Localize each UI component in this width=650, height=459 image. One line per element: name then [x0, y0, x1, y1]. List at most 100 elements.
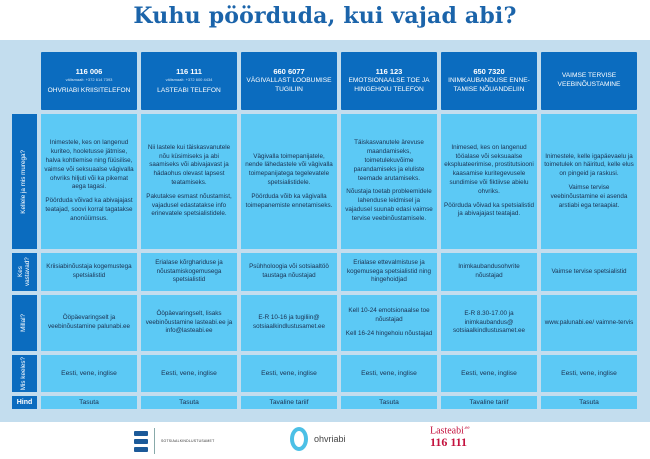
lasteabi-tld: .ee: [463, 426, 470, 431]
table-cell-price: Tavaline tariif: [241, 396, 337, 409]
table-cell-who: Nii lastele kui täiskasvanutele nõu küsi…: [141, 114, 237, 249]
row-label-text: Kes vastavad?: [16, 257, 31, 287]
cell-text: Tasuta: [579, 398, 599, 406]
cell-paragraph: Vaimse tervise veebinõustamine ei asenda…: [550, 184, 628, 209]
cell-text: Erialase ettevalmistuse ja kogemusega sp…: [346, 258, 431, 284]
row-label: Kes vastavad?: [12, 253, 37, 291]
international-number: välismaalt: +372 600 4434: [165, 76, 213, 82]
cell-text: Tavaline tariif: [469, 398, 509, 406]
lasteabi-logo: Lasteabi.ee 116 111: [430, 425, 470, 450]
table-cell-when: E-R 8.30-17.00 ja inimkaubandus@ sotsiaa…: [441, 295, 537, 351]
row-label-text: Hind: [16, 398, 33, 406]
page-title: Kuhu pöörduda, kui vajad abi?: [133, 3, 517, 29]
table-cell-price: Tasuta: [541, 396, 637, 409]
table-cell-languages: Eesti, vene, inglise: [341, 355, 437, 392]
row-label: Millal?: [12, 295, 37, 351]
table-cell-price: Tasuta: [141, 396, 237, 409]
cell-text: Kriisiabinõustaja kogemustega spetsialis…: [46, 263, 132, 279]
cell-text: Tasuta: [379, 398, 399, 406]
helpline-number: 660 6077: [273, 67, 305, 77]
ohvriabi-text: ohvriabi: [314, 434, 346, 444]
cell-text: Eesti, vene, inglise: [161, 369, 217, 377]
helpline-name: LASTEABI TELEFON: [157, 86, 221, 94]
table-cell-languages: Eesti, vene, inglise: [541, 355, 637, 392]
table-cell-when: E-R 10-16 ja tugiliin@ sotsiaalkindlustu…: [241, 295, 337, 351]
lasteabi-text: Lasteabi: [430, 425, 464, 437]
table-cell-answerers: Inimkaubandusohvrite nõustajad: [441, 253, 537, 291]
table-cell-languages: Eesti, vene, inglise: [441, 355, 537, 392]
coat-of-arms-icon: [134, 429, 148, 453]
table-cell-who: Täiskasvanutele ärevuse maandamiseks, to…: [341, 114, 437, 249]
table-cell-price: Tasuta: [41, 396, 137, 409]
column-header: 116 111 välismaalt: +372 600 4434 LASTEABI…: [141, 52, 237, 110]
cell-text: Psühholoogia või sotsiaaltöö taustaga nõ…: [249, 263, 329, 279]
cell-text: Eesti, vene, inglise: [261, 369, 317, 377]
cell-paragraph: E-R 10-16 ja tugiliin@ sotsiaalkindlustu…: [252, 314, 326, 330]
cell-text: Tasuta: [79, 398, 99, 406]
sotsiaalkindlustusamet-logo: SOTSIAALKINDLUSTUSAMET: [134, 428, 214, 454]
cell-text: Eesti, vene, inglise: [561, 369, 617, 377]
column-header: VAIMSE TERVISE VEEBINÕUSTAMINE: [541, 52, 637, 110]
table-cell-answerers: Kriisiabinõustaja kogemustega spetsialis…: [41, 253, 137, 291]
cell-text: Vaimse tervise spetsialistid: [551, 267, 627, 275]
row-label: Hind: [12, 396, 37, 409]
table-cell-when: Ööpäevaringselt, lisaks veebinõustamine …: [141, 295, 237, 351]
cell-paragraph: Nii lastele kui täiskasvanutele nõu küsi…: [147, 143, 231, 186]
table-cell-answerers: Vaimse tervise spetsialistid: [541, 253, 637, 291]
row-label-text: Millal?: [20, 314, 28, 332]
cell-paragraph: Inimestele, kelle igapäevaelu ja toimetu…: [544, 152, 634, 178]
corner-empty: [12, 52, 37, 110]
table-cell-answerers: Erialase ettevalmistuse ja kogemusega sp…: [341, 253, 437, 291]
row-label-text: Kellele ja mis murega?: [20, 149, 28, 214]
cell-text: Tavaline tariif: [269, 398, 309, 406]
cell-paragraph: Täiskasvanutele ärevuse maandamiseks, to…: [353, 139, 425, 182]
table-cell-when: www.palunabi.ee/ vaimne-tervis: [541, 295, 637, 351]
table-cell-who: Inimestele, kelle igapäevaelu ja toimetu…: [541, 114, 637, 249]
column-header: 660 6077 VÄGIVALLAST LOOBUMISE TUGILIIN: [241, 52, 337, 110]
cell-text: Erialase kõrghariduse ja nõustamiskogemu…: [155, 258, 223, 284]
cell-paragraph: E-R 8.30-17.00 ja inimkaubandus@ sotsiaa…: [452, 309, 526, 335]
helpline-number: 650 7320: [473, 67, 505, 77]
table-cell-who: Inimestele, kes on langenud kuriteo, hoo…: [41, 114, 137, 249]
footer-logos: SOTSIAALKINDLUSTUSAMET ohvriabi Lasteabi…: [0, 424, 650, 459]
table-cell-answerers: Erialase kõrghariduse ja nõustamiskogemu…: [141, 253, 237, 291]
cell-text: Eesti, vene, inglise: [461, 369, 517, 377]
table-cell-price: Tasuta: [341, 396, 437, 409]
column-header: 650 7320 INIMKAUBANDUSE ENNE-TAMISE NÕUAN…: [441, 52, 537, 110]
cell-text: Eesti, vene, inglise: [61, 369, 117, 377]
cell-paragraph: Pakutakse esmast nõustamist, vajadusel e…: [146, 192, 232, 218]
table-cell-languages: Eesti, vene, inglise: [41, 355, 137, 392]
table-cell-when: Kell 10-24 emotsionaalse toe nõustajad Ke…: [341, 295, 437, 351]
helpline-name: EMOTSIONAALSE TOE JA HINGEHOIU TELEFON: [348, 77, 430, 93]
table-cell-when: Ööpäevaringselt ja veebinõustamine palun…: [41, 295, 137, 351]
helpline-number: 116 123: [375, 67, 403, 77]
table-cell-answerers: Psühholoogia või sotsiaaltöö taustaga nõ…: [241, 253, 337, 291]
table-cell-who: Inimesed, kes on langenud tööalase või s…: [441, 114, 537, 249]
lasteabi-number: 116 111: [430, 435, 468, 450]
cell-paragraph: Inimestele, kes on langenud kuriteo, hoo…: [44, 139, 134, 191]
cell-paragraph: Ööpäevaringselt ja veebinõustamine palun…: [48, 314, 130, 330]
column-header: 116 006 välismaalt: +372 614 7393 OHVRIABI…: [41, 52, 137, 110]
table-cell-languages: Eesti, vene, inglise: [241, 355, 337, 392]
international-number: välismaalt: +372 614 7393: [65, 76, 113, 82]
sotsiaalkindlustusamet-text: SOTSIAALKINDLUSTUSAMET: [161, 439, 215, 443]
cell-paragraph: Vägivalla toimepanijatele, nende lähedas…: [245, 152, 333, 186]
cell-paragraph: www.palunabi.ee/ vaimne-tervis: [544, 318, 634, 326]
row-label-text: Mis keeles?: [20, 356, 28, 391]
cell-text: Inimkaubandusohvrite nõustajad: [458, 263, 520, 279]
cell-text: Eesti, vene, inglise: [361, 369, 417, 377]
ohvriabi-logo: ohvriabi: [290, 427, 346, 451]
helpline-name: VÄGIVALLAST LOOBUMISE TUGILIIN: [246, 77, 332, 93]
cell-paragraph: Kell 16-24 hingehoiu nõustajad: [345, 329, 433, 337]
helpline-name: OHVRIABI KRIISITELEFON: [47, 86, 131, 94]
helpline-number: 116 006: [75, 66, 103, 76]
row-label: Kellele ja mis murega?: [12, 114, 37, 249]
cell-paragraph: Nõustaja toetab probleemidele lahenduse …: [345, 188, 433, 222]
helpline-name: VAIMSE TERVISE VEEBINÕUSTAMINE: [557, 72, 621, 88]
cell-paragraph: Pöörduda võivad ka abivajajast teatajad,…: [45, 197, 133, 222]
helpline-name: INIMKAUBANDUSE ENNE-TAMISE NÕUANDELIIN: [448, 77, 530, 93]
cell-paragraph: Ööpäevaringselt, lisaks veebinõustamine …: [145, 309, 233, 335]
column-header: 116 123 EMOTSIONAALSE TOE JA HINGEHOIU TE…: [341, 52, 437, 110]
cell-paragraph: Inimesed, kes on langenud tööalase või s…: [444, 143, 534, 195]
cell-paragraph: Pöörduda võib ka vägivalla toimepanemist…: [245, 192, 333, 209]
